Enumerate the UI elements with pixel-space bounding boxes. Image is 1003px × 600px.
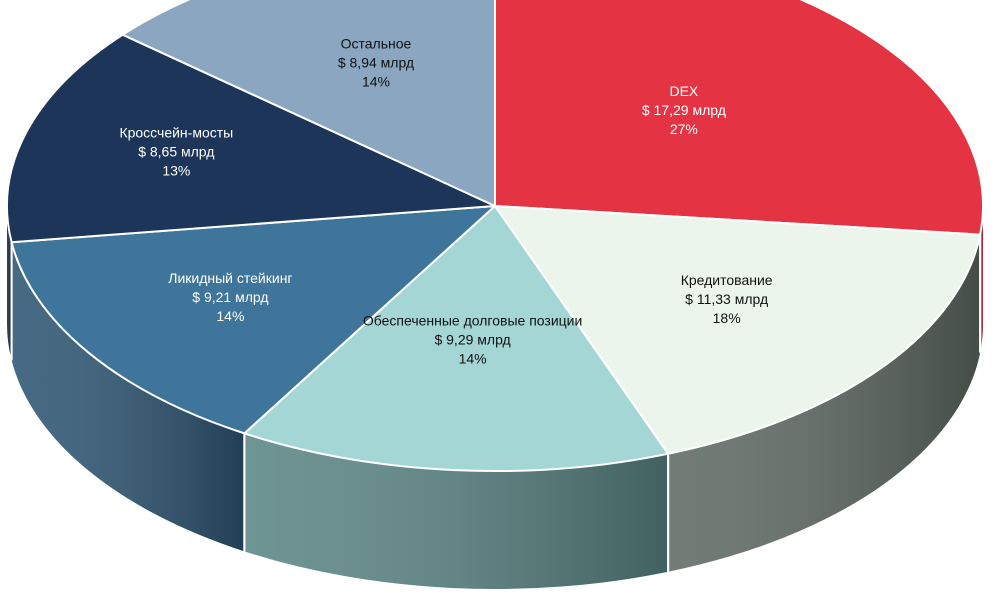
pie-slice-5 xyxy=(6,33,496,244)
slice-label-4: Ликидный стейкинг $ 9,21 млрд 14% xyxy=(168,270,292,324)
slice-percent-label: 18% xyxy=(713,310,741,326)
pie-slice-2 xyxy=(494,205,982,455)
slice-label-1: DEX $ 17,29 млрд 27% xyxy=(642,83,726,137)
pie-labels: DEX $ 17,29 млрд 27% Кредитование $ 11,33 мл… xyxy=(119,36,772,367)
pie-side-shade-4 xyxy=(11,242,245,552)
pie-side-shade-5 xyxy=(7,206,12,361)
slice-label-6: Остальное $ 8,94 млрд 14% xyxy=(338,36,414,90)
slice-percent-label: 13% xyxy=(162,163,190,179)
pie-side-shade-3 xyxy=(244,433,669,589)
slice-name: Остальное xyxy=(341,36,412,52)
slice-value-label: $ 11,33 млрд xyxy=(685,291,768,307)
slice-percent-label: 14% xyxy=(216,308,244,324)
pie-slice-1 xyxy=(494,0,984,236)
pie-side-walls xyxy=(7,206,983,589)
slice-name: Кредитование xyxy=(681,272,773,288)
slice-value-label: $ 9,29 млрд xyxy=(434,331,510,347)
slice-percent-label: 14% xyxy=(362,74,390,90)
slice-value-label: $ 8,94 млрд xyxy=(338,55,414,71)
slice-name: DEX xyxy=(669,83,698,99)
slice-value-label: $ 9,21 млрд xyxy=(192,289,268,305)
slice-label-3: Обеспеченные долговые позиции $ 9,29 млрд… xyxy=(363,312,582,366)
slice-percent-label: 27% xyxy=(670,121,698,137)
slice-percent-label: 14% xyxy=(459,350,487,366)
slice-label-2: Кредитование $ 11,33 млрд 18% xyxy=(681,272,773,326)
slice-value-label: $ 8,65 млрд xyxy=(138,144,214,160)
pie-slice-4 xyxy=(10,205,496,435)
slice-value-label: $ 17,29 млрд xyxy=(642,102,726,118)
slice-label-5: Кроссчейн-мосты $ 8,65 млрд 13% xyxy=(119,125,233,179)
pie-side-shade-2 xyxy=(668,234,981,572)
slice-name: Обеспеченные долговые позиции xyxy=(363,312,582,328)
pie-slice-3 xyxy=(243,205,670,472)
pie-slice-6 xyxy=(121,0,496,207)
pie-top-faces xyxy=(6,0,984,472)
slice-name: Ликидный стейкинг xyxy=(168,270,292,286)
slice-name: Кроссчейн-мосты xyxy=(119,125,233,141)
